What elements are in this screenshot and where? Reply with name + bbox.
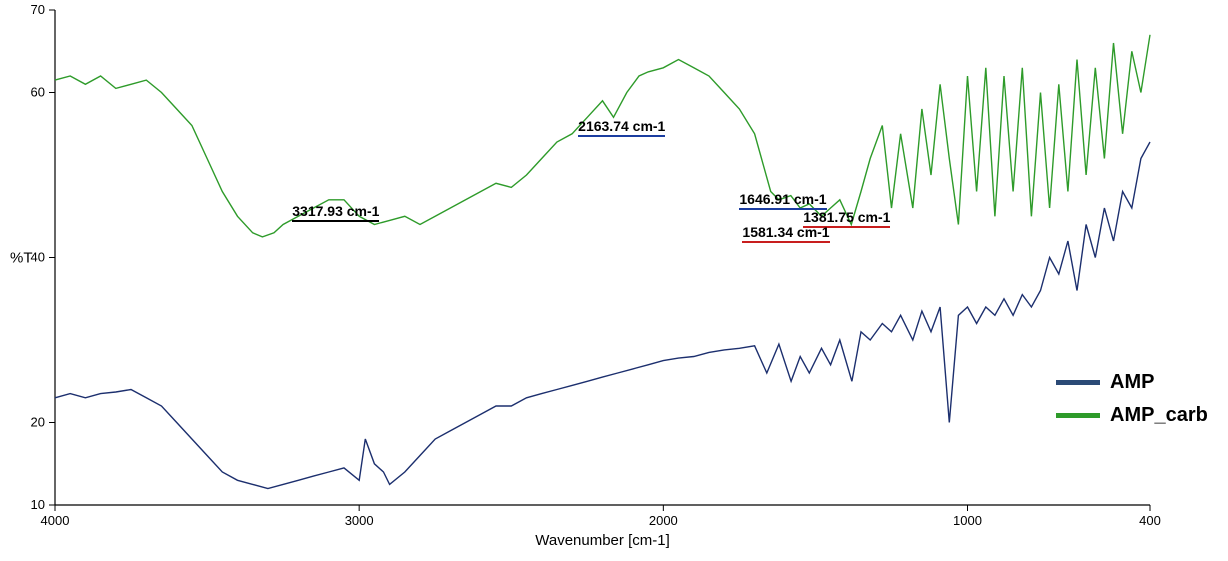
chart-svg: 4000 3000 2000 1000 400 Wavenumber [cm-1] 10 20… [0, 0, 1228, 561]
legend-swatch-amp [1056, 380, 1100, 385]
peak-label: 1646.91 cm-1 [739, 191, 826, 210]
peak-label: 3317.93 cm-1 [292, 203, 379, 222]
x-axis-title: Wavenumber [cm-1] [535, 532, 669, 549]
x-tick-label: 3000 [345, 513, 374, 528]
x-tick-label: 4000 [41, 513, 70, 528]
legend: AMP AMP_carb [1056, 371, 1208, 437]
x-tick-label: 400 [1139, 513, 1161, 528]
x-tick-label: 1000 [953, 513, 982, 528]
y-tick-label: 70 [31, 2, 45, 17]
peak-label: 1581.34 cm-1 [742, 224, 829, 243]
y-axis-title: %T [10, 250, 33, 267]
legend-label-amp: AMP [1110, 371, 1154, 394]
y-tick-label: 20 [31, 415, 45, 430]
legend-item-amp: AMP [1056, 371, 1208, 394]
legend-swatch-ampcarb [1056, 413, 1100, 418]
x-tick-label: 2000 [649, 513, 678, 528]
legend-label-ampcarb: AMP_carb [1110, 404, 1208, 427]
y-tick-label: 60 [31, 85, 45, 100]
peak-label: 2163.74 cm-1 [578, 118, 665, 137]
y-tick-label: 10 [31, 497, 45, 512]
y-tick-label: 40 [31, 250, 45, 265]
chart-root: 4000 3000 2000 1000 400 Wavenumber [cm-1] 10 20… [0, 0, 1228, 561]
legend-item-ampcarb: AMP_carb [1056, 404, 1208, 427]
